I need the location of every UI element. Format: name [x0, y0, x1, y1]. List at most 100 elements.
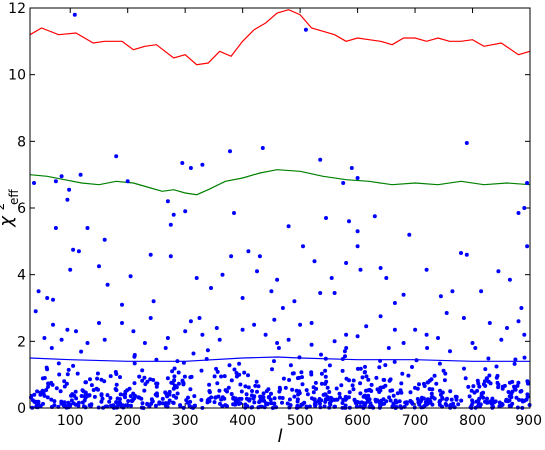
data-point: [344, 346, 349, 350]
data-point: [246, 249, 251, 254]
data-point: [283, 385, 288, 390]
data-point: [174, 385, 179, 390]
data-point: [401, 292, 406, 297]
data-point: [369, 389, 374, 393]
data-point: [227, 363, 232, 368]
data-point: [51, 297, 55, 302]
data-point: [75, 371, 80, 376]
data-point: [512, 361, 517, 366]
data-point: [286, 337, 291, 342]
data-point: [82, 398, 87, 403]
data-point: [105, 282, 110, 287]
data-point: [479, 393, 484, 398]
data-point: [188, 166, 193, 170]
data-point: [132, 396, 137, 401]
data-point: [323, 381, 328, 386]
data-point: [258, 394, 263, 399]
data-point: [363, 370, 367, 374]
data-point: [384, 399, 389, 404]
data-point: [286, 224, 291, 229]
data-point: [351, 378, 356, 383]
data-point: [59, 174, 64, 179]
data-point: [172, 366, 177, 371]
data-point: [46, 384, 50, 389]
data-point: [275, 277, 280, 282]
data-point: [125, 179, 130, 184]
data-point: [65, 327, 70, 332]
data-point: [145, 401, 150, 406]
data-point: [154, 384, 159, 389]
data-point: [109, 403, 113, 408]
data-point: [450, 289, 455, 294]
data-point: [444, 311, 449, 315]
data-point: [525, 181, 530, 185]
data-point: [54, 386, 59, 391]
data-point: [276, 346, 281, 350]
line-red: [29, 9, 531, 66]
data-point: [269, 289, 274, 294]
data-point: [319, 398, 324, 403]
data-point: [107, 399, 112, 404]
data-point: [78, 172, 83, 177]
data-point: [102, 379, 107, 384]
data-point: [494, 364, 499, 369]
data-point: [509, 391, 514, 396]
data-point: [163, 346, 168, 350]
data-point: [51, 322, 55, 327]
data-point: [355, 334, 360, 339]
data-point: [392, 327, 397, 332]
data-point: [441, 368, 446, 373]
data-point: [406, 373, 411, 378]
data-point: [246, 373, 250, 378]
data-point: [363, 364, 367, 369]
data-point: [364, 395, 369, 400]
data-point: [404, 400, 409, 405]
data-point: [378, 266, 383, 270]
data-point: [334, 397, 339, 402]
data-point: [82, 394, 87, 399]
data-point: [504, 399, 508, 403]
data-point: [58, 389, 63, 394]
data-point: [362, 404, 367, 409]
data-point: [424, 267, 429, 272]
data-point: [280, 396, 285, 400]
data-point: [287, 397, 292, 402]
data-point: [215, 369, 220, 374]
data-point: [71, 247, 76, 252]
data-point: [260, 146, 265, 150]
data-point: [343, 354, 347, 359]
data-point: [515, 383, 520, 388]
data-point: [415, 397, 420, 401]
data-point: [256, 384, 261, 389]
data-point: [497, 404, 502, 409]
data-point: [126, 399, 131, 403]
x-tick-label: 800: [459, 413, 486, 429]
data-point: [42, 393, 47, 398]
data-point: [297, 391, 302, 396]
data-point: [243, 384, 248, 389]
data-point: [220, 272, 225, 277]
data-point: [445, 396, 449, 401]
data-point: [375, 398, 380, 403]
data-point: [229, 254, 234, 259]
data-point: [423, 400, 428, 405]
data-point: [89, 402, 94, 407]
data-point: [520, 399, 525, 404]
data-point: [415, 386, 420, 391]
data-point: [35, 389, 40, 394]
data-point: [522, 206, 527, 210]
data-point: [277, 395, 282, 400]
data-point: [79, 349, 84, 354]
data-point: [160, 401, 165, 406]
data-point: [323, 374, 328, 379]
data-point: [132, 353, 137, 357]
data-point: [338, 395, 342, 400]
data-point: [318, 291, 323, 295]
data-point: [407, 232, 412, 237]
data-point: [292, 299, 297, 304]
data-point: [329, 395, 333, 400]
data-point: [334, 386, 339, 391]
data-point: [301, 244, 305, 249]
data-point: [493, 399, 498, 404]
data-point: [148, 377, 153, 382]
